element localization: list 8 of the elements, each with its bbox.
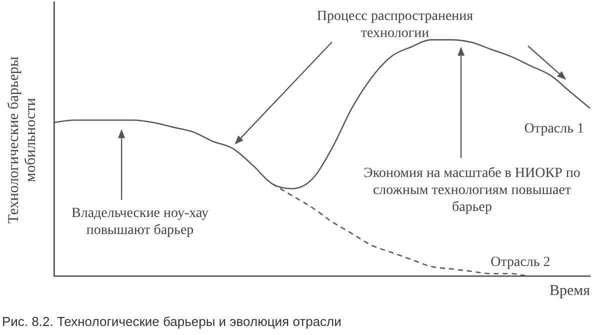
annotation: Экономия на масштабе в НИОКР по сложным технологиям повышает барьер — [362, 165, 582, 216]
series-label: Отрасль 1 — [524, 121, 584, 136]
annotation: Процесс распространения технологии — [316, 8, 474, 42]
text: Рис. 8.2. Технологические барьеры и эволюция отрасли — [2, 314, 342, 329]
x-axis-title: Время — [549, 282, 590, 299]
series-label: Отрасль 2 — [490, 255, 550, 270]
y-axis-title: Технологические барьеры мобильности — [6, 56, 40, 226]
annotation: Владельческие ноу-хау повышают барьер — [70, 205, 210, 239]
